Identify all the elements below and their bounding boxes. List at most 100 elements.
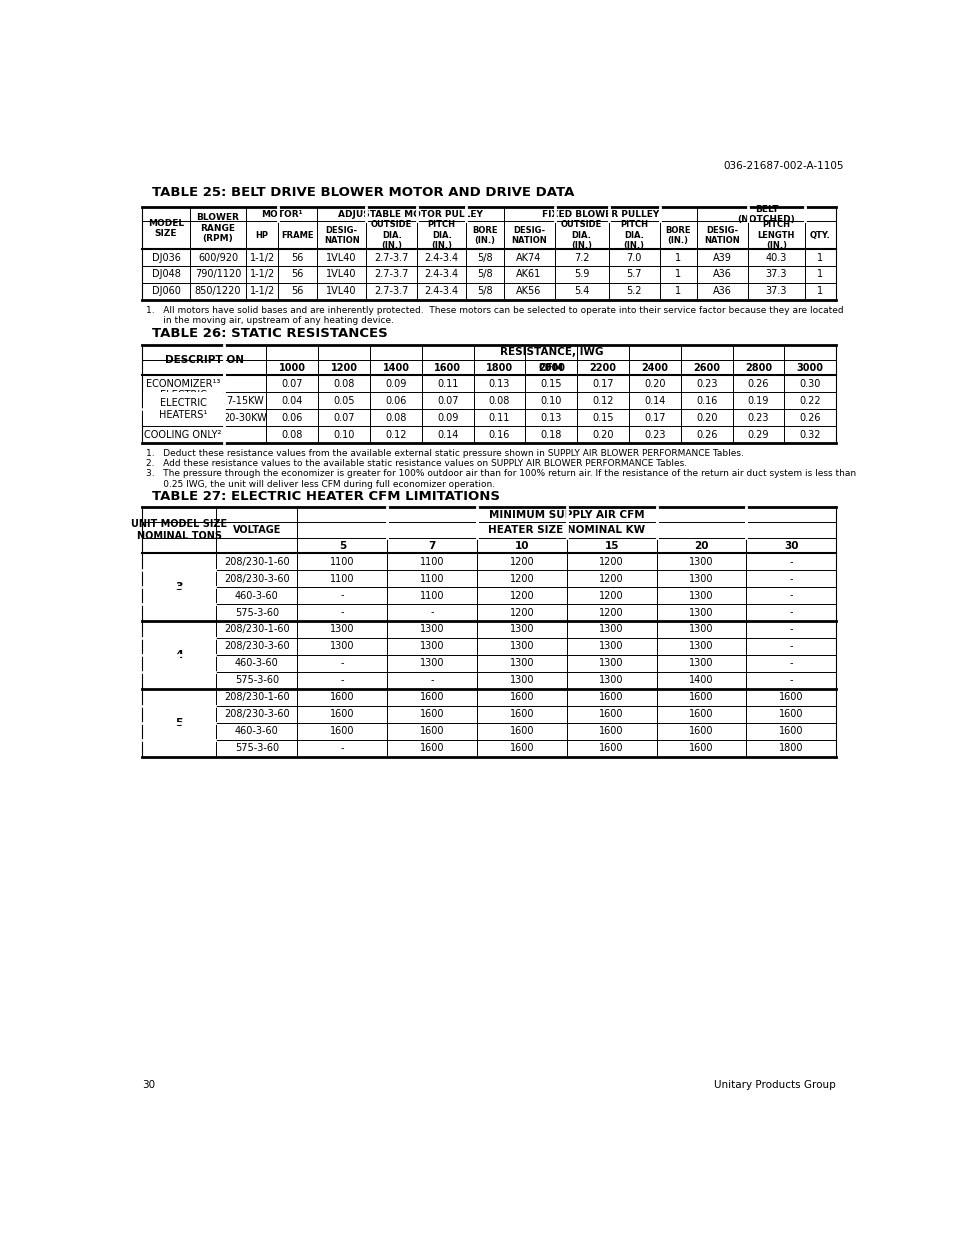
Text: 208/230-3-60: 208/230-3-60 [224,709,290,719]
Text: 1600: 1600 [509,726,534,736]
Text: 1.   All motors have solid bases and are inherently protected.  These motors can: 1. All motors have solid bases and are i… [146,306,843,326]
Text: 56: 56 [291,252,303,263]
Text: 2.4-3.4: 2.4-3.4 [424,252,458,263]
Text: 036-21687-002-A-1105: 036-21687-002-A-1105 [723,161,843,170]
Text: 1300: 1300 [509,625,534,635]
Text: 7: 7 [428,541,436,551]
Text: -: - [789,573,792,584]
Text: 0.18: 0.18 [540,430,561,440]
Text: 1: 1 [817,252,822,263]
Text: BELT
(NOTCHED): BELT (NOTCHED) [737,205,795,224]
Text: BORE
(IN.): BORE (IN.) [665,226,690,245]
Text: 0.09: 0.09 [436,412,458,422]
Text: 1-1/2: 1-1/2 [250,269,274,279]
Text: CFM: CFM [538,363,563,373]
Text: 5.7: 5.7 [625,269,641,279]
Text: 460-3-60: 460-3-60 [234,658,278,668]
Text: 1300: 1300 [330,625,355,635]
Text: 1200: 1200 [509,573,534,584]
Text: 3: 3 [175,582,183,592]
Text: 0.07: 0.07 [334,412,355,422]
Text: 208/230-3-60: 208/230-3-60 [224,641,290,651]
Text: BORE
(IN.): BORE (IN.) [472,226,497,245]
Text: 5.2: 5.2 [625,287,641,296]
Text: 1200: 1200 [509,557,534,567]
Text: 1600: 1600 [434,363,460,373]
Text: MODEL
SIZE: MODEL SIZE [148,219,184,238]
Text: 10: 10 [514,541,529,551]
Text: 0.06: 0.06 [385,395,406,406]
Text: 2800: 2800 [744,363,771,373]
Text: 1600: 1600 [598,692,623,703]
Text: -: - [789,676,792,685]
Text: 0.10: 0.10 [540,395,561,406]
Text: DESIG-
NATION: DESIG- NATION [511,226,546,245]
Bar [143,409,223,425]
Text: DESIG-
NATION: DESIG- NATION [703,226,740,245]
Text: 37.3: 37.3 [764,269,786,279]
Text: 0.07: 0.07 [436,395,458,406]
Text: 1300: 1300 [688,590,713,600]
Text: 1.   Deduct these resistance values from the available external static pressure : 1. Deduct these resistance values from t… [146,450,743,458]
Text: 1300: 1300 [419,641,444,651]
Text: 1000: 1000 [278,363,306,373]
Text: 1600: 1600 [419,726,444,736]
Text: 1300: 1300 [509,658,534,668]
Text: 5: 5 [338,541,346,551]
Text: ELECTRIC
HEATERS¹: ELECTRIC HEATERS¹ [159,390,207,411]
Text: 0.20: 0.20 [643,379,665,389]
Text: 1-1/2: 1-1/2 [250,287,274,296]
Text: 1200: 1200 [598,608,623,618]
Text: 2.7-3.7: 2.7-3.7 [375,252,409,263]
Text: 1600: 1600 [419,743,444,753]
Text: 0.12: 0.12 [592,395,613,406]
Text: 575-3-60: 575-3-60 [234,608,278,618]
Text: 1600: 1600 [330,709,355,719]
Text: A39: A39 [712,252,731,263]
Text: OUTSIDE
DIA.
(IN.): OUTSIDE DIA. (IN.) [560,220,601,251]
Text: 208/230-3-60: 208/230-3-60 [224,573,290,584]
Text: 1600: 1600 [598,709,623,719]
Text: 30: 30 [783,541,798,551]
Text: 1VL40: 1VL40 [326,287,356,296]
Text: 208/230-1-60: 208/230-1-60 [224,557,290,567]
Text: ADJUSTABLE MOTOR PULLEY: ADJUSTABLE MOTOR PULLEY [337,210,482,219]
Text: 1600: 1600 [688,726,713,736]
Text: 0.14: 0.14 [436,430,458,440]
Text: 7.2: 7.2 [573,252,589,263]
Text: DESCRIPTION: DESCRIPTION [165,354,244,366]
Text: 0.16: 0.16 [696,395,717,406]
Text: 1200: 1200 [598,590,623,600]
Text: 1600: 1600 [688,709,713,719]
Text: 1600: 1600 [330,692,355,703]
Text: 1600: 1600 [419,709,444,719]
Text: 1VL40: 1VL40 [326,269,356,279]
Text: TABLE 26: STATIC RESISTANCES: TABLE 26: STATIC RESISTANCES [152,327,387,341]
Text: RESISTANCE, IWG: RESISTANCE, IWG [499,347,602,357]
Text: 0.16: 0.16 [488,430,510,440]
Text: 0.23: 0.23 [643,430,665,440]
Text: 2.4-3.4: 2.4-3.4 [424,287,458,296]
Text: FIXED BLOWER PULLEY: FIXED BLOWER PULLEY [541,210,659,219]
Text: 0.19: 0.19 [747,395,768,406]
Text: -: - [789,608,792,618]
Text: 1600: 1600 [779,709,802,719]
Text: 5: 5 [175,718,183,727]
Text: 2200: 2200 [589,363,616,373]
Text: 0.12: 0.12 [385,430,406,440]
Text: 1600: 1600 [779,726,802,736]
Text: 1600: 1600 [598,726,623,736]
Text: 0.08: 0.08 [488,395,510,406]
Text: 1600: 1600 [509,692,534,703]
Text: 1400: 1400 [688,676,713,685]
Text: 0.05: 0.05 [334,395,355,406]
Text: 0.08: 0.08 [385,412,406,422]
Text: 0.20: 0.20 [592,430,613,440]
Text: 1200: 1200 [509,608,534,618]
Text: 575-3-60: 575-3-60 [234,676,278,685]
Text: 2.7-3.7: 2.7-3.7 [375,287,409,296]
Text: UNIT MODEL SIZE
NOMINAL TONS: UNIT MODEL SIZE NOMINAL TONS [132,520,227,541]
Text: 1200: 1200 [331,363,357,373]
Text: PITCH
LENGTH
(IN.): PITCH LENGTH (IN.) [757,220,794,251]
Text: 0.06: 0.06 [281,412,303,422]
